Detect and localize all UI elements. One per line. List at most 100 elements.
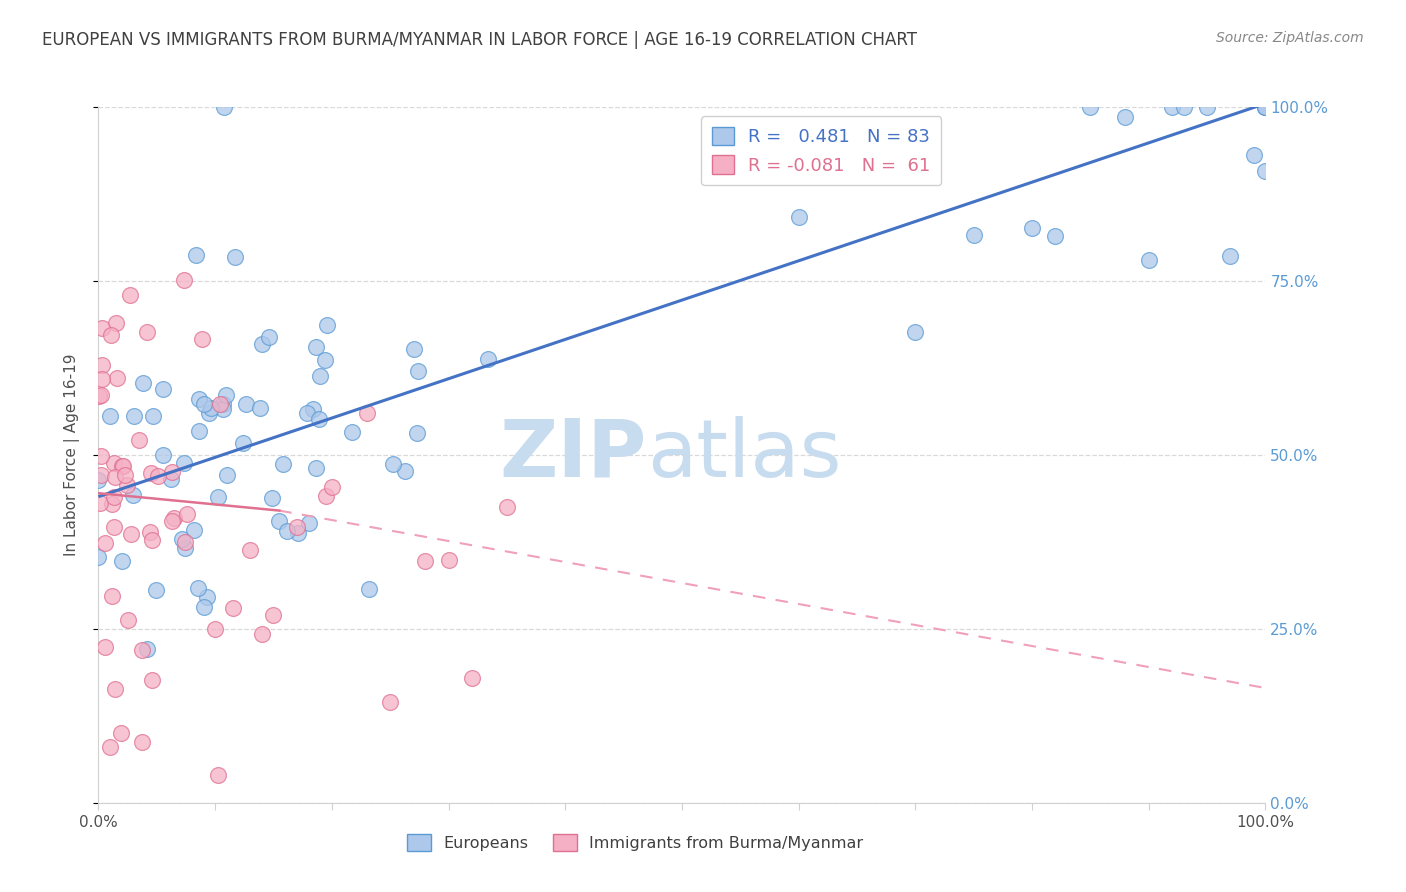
Point — [1243, 147, 1265, 161]
Point — [160, 514, 183, 528]
Point — [207, 768, 229, 782]
Point — [142, 409, 165, 424]
Point — [1254, 100, 1277, 114]
Point — [117, 478, 139, 492]
Point — [128, 434, 150, 448]
Point — [187, 392, 209, 406]
Text: atlas: atlas — [647, 416, 841, 494]
Point — [846, 158, 869, 172]
Point — [402, 342, 425, 356]
Point — [212, 100, 235, 114]
Point — [100, 327, 122, 342]
Point — [139, 466, 162, 480]
Point — [298, 516, 321, 531]
Point — [145, 583, 167, 598]
Point — [287, 526, 309, 541]
Point — [904, 326, 927, 340]
Point — [1080, 100, 1102, 114]
Point — [104, 470, 127, 484]
Point — [305, 460, 328, 475]
Point — [787, 211, 810, 225]
Y-axis label: In Labor Force | Age 16-19: In Labor Force | Age 16-19 — [65, 353, 80, 557]
Point — [94, 535, 117, 549]
Point — [174, 534, 197, 549]
Point — [394, 464, 416, 478]
Point — [101, 589, 124, 603]
Point — [314, 352, 336, 367]
Point — [111, 459, 134, 474]
Point — [138, 524, 160, 539]
Point — [173, 456, 195, 470]
Point — [131, 642, 153, 657]
Point — [148, 469, 170, 483]
Point — [357, 582, 380, 597]
Point — [340, 425, 363, 440]
Point — [304, 340, 326, 354]
Point — [87, 549, 110, 564]
Point — [90, 388, 112, 402]
Point — [110, 726, 132, 740]
Point — [122, 409, 145, 424]
Point — [1021, 221, 1043, 235]
Point — [496, 500, 519, 514]
Point — [1137, 253, 1160, 268]
Point — [1173, 100, 1195, 114]
Point — [174, 541, 197, 555]
Point — [117, 613, 139, 627]
Point — [315, 489, 337, 503]
Point — [437, 553, 460, 567]
Point — [308, 411, 330, 425]
Point — [269, 514, 291, 528]
Point — [235, 396, 257, 410]
Point — [120, 287, 142, 301]
Point — [262, 491, 284, 505]
Point — [477, 352, 499, 367]
Point — [105, 371, 128, 385]
Point — [104, 681, 127, 696]
Point — [356, 406, 378, 420]
Point — [132, 376, 155, 391]
Point — [380, 695, 402, 709]
Point — [91, 321, 114, 335]
Point — [461, 671, 484, 685]
Point — [101, 497, 124, 511]
Point — [250, 627, 273, 641]
Point — [103, 520, 125, 534]
Point — [187, 581, 209, 595]
Point — [249, 401, 271, 415]
Point — [152, 449, 174, 463]
Point — [382, 458, 405, 472]
Point — [162, 511, 184, 525]
Point — [285, 520, 308, 534]
Point — [214, 388, 236, 402]
Point — [413, 554, 436, 568]
Point — [172, 532, 194, 546]
Point — [1219, 249, 1241, 263]
Point — [212, 397, 235, 411]
Text: EUROPEAN VS IMMIGRANTS FROM BURMA/MYANMAR IN LABOR FORCE | AGE 16-19 CORRELATION: EUROPEAN VS IMMIGRANTS FROM BURMA/MYANMA… — [42, 31, 917, 49]
Point — [1254, 100, 1277, 114]
Point — [89, 496, 111, 510]
Point — [160, 465, 183, 479]
Point — [105, 317, 128, 331]
Point — [217, 468, 239, 483]
Point — [173, 272, 195, 286]
Point — [309, 369, 332, 384]
Point — [183, 523, 205, 537]
Point — [135, 326, 157, 340]
Point — [406, 425, 429, 440]
Point — [276, 524, 298, 539]
Point — [406, 364, 429, 378]
Point — [159, 472, 181, 486]
Point — [1195, 100, 1218, 114]
Point — [222, 600, 245, 615]
Point — [195, 591, 218, 605]
Point — [204, 622, 226, 636]
Point — [1254, 100, 1277, 114]
Point — [232, 435, 254, 450]
Point — [131, 735, 153, 749]
Point — [90, 359, 112, 373]
Text: ZIP: ZIP — [499, 416, 647, 494]
Point — [208, 397, 231, 411]
Point — [224, 250, 246, 264]
